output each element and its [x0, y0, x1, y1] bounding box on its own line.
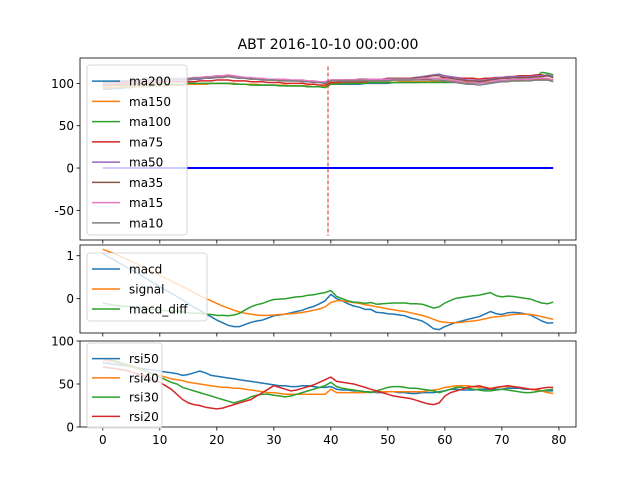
x-tick-label: 80 [551, 433, 566, 447]
legend-label-ma10: ma10 [129, 216, 163, 230]
legend-label-macd: macd [129, 263, 162, 277]
y-tick-label: 0 [66, 292, 74, 306]
legend-label-macd_diff: macd_diff [129, 303, 188, 317]
x-tick-label: 10 [152, 433, 167, 447]
legend: macd signal macd_diff [86, 252, 208, 322]
legend-box [86, 342, 163, 429]
x-tick-label: 50 [380, 433, 395, 447]
series-line-rsi20 [102, 366, 554, 410]
panel-0: -50 0 50 100 ma200 ma150 ma100 ma75 ma50 ma35 ma15… [51, 57, 577, 244]
legend-label-rsi40: rsi40 [129, 371, 159, 385]
axes-frame [79, 57, 577, 241]
y-tick-label: 100 [51, 77, 74, 91]
legend-box [86, 252, 208, 322]
legend-label-ma75: ma75 [129, 135, 163, 149]
legend-label-ma50: ma50 [129, 156, 163, 170]
legend-label-ma150: ma150 [129, 95, 171, 109]
y-tick-label: 50 [59, 378, 74, 392]
legend: rsi50 rsi40 rsi30 rsi20 [86, 342, 163, 429]
legend-label-rsi30: rsi30 [129, 391, 159, 405]
chart-title: ABT 2016-10-10 00:00:00 [238, 37, 419, 53]
legend-box [86, 64, 188, 236]
y-tick-label: 0 [66, 162, 74, 176]
legend: ma200 ma150 ma100 ma75 ma50 ma35 ma15 ma10 [86, 64, 188, 236]
legend-label-ma200: ma200 [129, 75, 171, 89]
axes-frame [79, 244, 577, 334]
panel-1: 0 1 macd signal macd_diff [66, 244, 577, 337]
legend-label-ma100: ma100 [129, 115, 171, 129]
legend-label-ma15: ma15 [129, 196, 163, 210]
x-tick-label: 0 [99, 433, 107, 447]
x-tick-label: 20 [209, 433, 224, 447]
panel-2: 0 10 20 30 40 50 60 70 80050100rsi50rsi40rsi30rs… [51, 335, 577, 447]
series-line-rsi40 [102, 359, 554, 396]
legend-label-rsi50: rsi50 [129, 352, 159, 366]
x-tick-label: 40 [323, 433, 338, 447]
legend-label-signal: signal [129, 283, 165, 297]
y-tick-label: 50 [59, 119, 74, 133]
x-tick-label: 70 [494, 433, 509, 447]
y-tick-label: -50 [54, 204, 74, 218]
series-line-rsi30 [102, 357, 554, 404]
y-tick-label: 0 [66, 421, 74, 435]
y-tick-label: 1 [66, 249, 74, 263]
y-tick-label: 100 [51, 335, 74, 349]
legend-label-rsi20: rsi20 [129, 410, 159, 424]
x-tick-label: 60 [437, 433, 452, 447]
legend-label-ma35: ma35 [129, 176, 163, 190]
x-tick-label: 30 [266, 433, 281, 447]
